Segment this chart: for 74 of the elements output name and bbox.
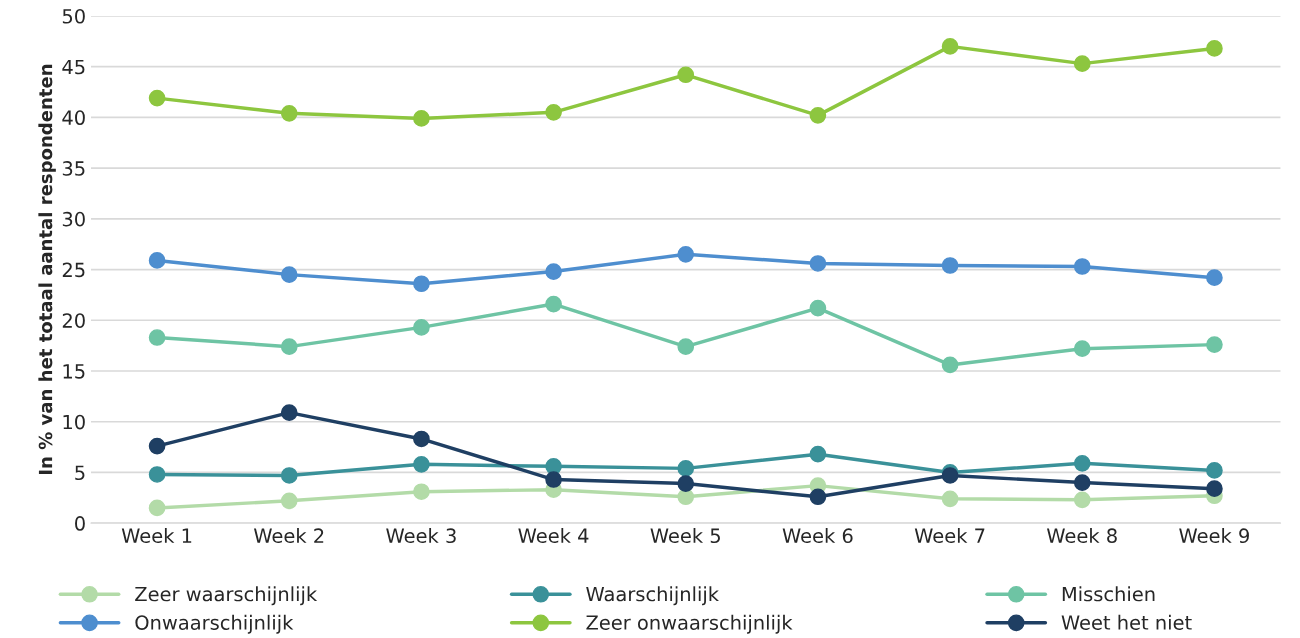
- y-tick-label: 15: [63, 364, 85, 379]
- point: [1206, 269, 1223, 287]
- point: [413, 319, 430, 336]
- point: [148, 329, 166, 346]
- legend-label: Waarschijnlijk: [586, 586, 719, 606]
- y-tick-label: 20: [62, 313, 85, 328]
- legend-label: Weet het niet: [1061, 614, 1192, 630]
- x-tick-label: Week 8: [1046, 528, 1117, 544]
- point: [413, 455, 430, 473]
- y-tick-label: 35: [62, 161, 85, 176]
- legend-label: Zeer waarschijnlijk: [135, 586, 318, 606]
- y-tick-label: 0: [75, 516, 85, 531]
- y-tick-label: 50: [62, 8, 85, 24]
- point: [1073, 258, 1091, 275]
- point: [1073, 55, 1091, 72]
- x-tick-label: Week 9: [1179, 528, 1249, 544]
- point: [280, 492, 298, 510]
- point: [941, 356, 959, 374]
- point: [941, 257, 959, 274]
- point: [1073, 474, 1091, 491]
- point: [413, 275, 430, 293]
- point: [1206, 336, 1223, 353]
- y-tick-label: 40: [62, 110, 85, 126]
- point: [280, 404, 298, 421]
- x-tick-label: Week 5: [650, 528, 720, 544]
- point: [545, 263, 562, 280]
- y-tick-label: 10: [63, 414, 85, 430]
- point: [280, 266, 298, 283]
- point: [280, 467, 298, 484]
- x-tick-label: Week 2: [253, 528, 324, 544]
- point: [1206, 480, 1223, 498]
- point: [545, 471, 562, 488]
- point: [413, 110, 430, 127]
- point: [677, 460, 695, 477]
- point: [941, 490, 959, 508]
- x-tick-label: Week 6: [782, 528, 853, 544]
- point: [809, 299, 827, 317]
- point: [941, 38, 959, 55]
- point: [809, 488, 827, 506]
- point: [677, 246, 695, 263]
- legend-label: Misschien: [1062, 586, 1155, 602]
- point: [148, 252, 166, 269]
- legend-label: Zeer onwaarschijnlijk: [586, 614, 793, 634]
- point: [280, 105, 298, 122]
- y-tick-label: 5: [75, 465, 85, 481]
- point: [677, 66, 695, 84]
- y-tick-label: 45: [62, 59, 85, 75]
- point: [1073, 340, 1091, 358]
- point: [677, 338, 695, 355]
- x-tick-label: Week 4: [518, 528, 589, 544]
- legend-label: Onwaarschijnlijk: [135, 614, 294, 634]
- x-tick-label: Week 1: [121, 528, 192, 544]
- point: [148, 437, 166, 455]
- point: [413, 430, 430, 448]
- point: [280, 338, 298, 355]
- y-tick-label: 25: [62, 262, 85, 278]
- point: [809, 107, 827, 124]
- point: [148, 89, 166, 107]
- point: [1073, 454, 1091, 472]
- x-tick-label: Week 7: [914, 528, 985, 544]
- y-axis-title: In % van het totaal aantal respondenten: [38, 64, 56, 474]
- point: [809, 255, 827, 272]
- point: [677, 475, 695, 492]
- point: [1206, 40, 1223, 57]
- point: [1206, 462, 1223, 479]
- x-tick-label: Week 3: [386, 528, 456, 544]
- point: [148, 499, 166, 517]
- point: [1073, 491, 1091, 509]
- point: [545, 295, 562, 313]
- point: [148, 466, 166, 483]
- point: [413, 483, 430, 501]
- point: [545, 103, 562, 121]
- y-tick-label: 30: [62, 211, 85, 227]
- point: [809, 445, 827, 463]
